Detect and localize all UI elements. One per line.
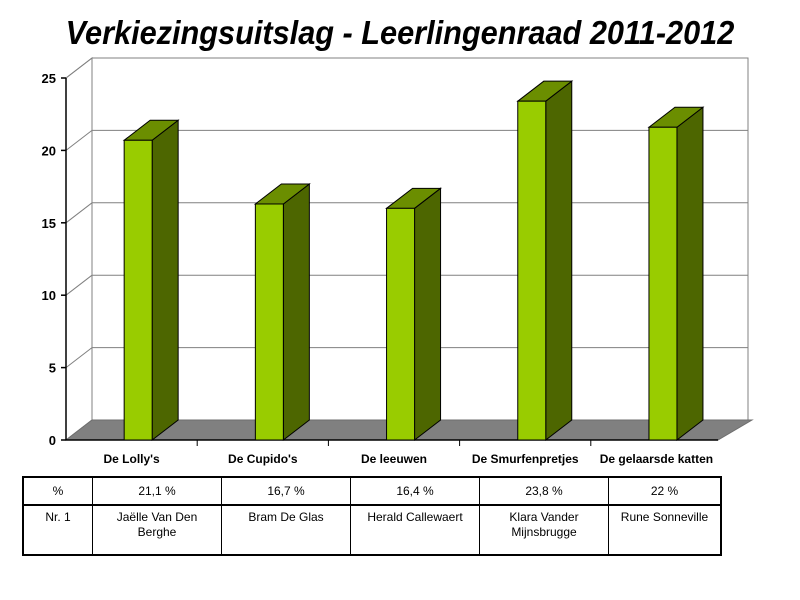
chart-title: Verkiezingsuitslag - Leerlingenraad 2011… [65, 14, 735, 51]
bar-front [648, 126, 678, 441]
y-tick-label: 20 [42, 143, 56, 158]
candidate-cell: Jaëlle Van Den Berghe [92, 504, 222, 556]
y-tick-label: 25 [42, 71, 56, 86]
x-category-label: De Cupido's [228, 452, 298, 466]
candidate-row: Nr. 1 Jaëlle Van Den Berghe Bram De Glas… [22, 504, 722, 556]
x-category-label: De gelaarsde katten [600, 452, 713, 466]
percentage-cell: 22 % [608, 476, 722, 506]
x-category-labels: De Lolly's De Cupido's De leeuwen De Smurfe… [103, 452, 713, 466]
bar [647, 106, 705, 442]
candidate-cell: Bram De Glas [221, 504, 351, 556]
percentage-cell: 23,8 % [479, 476, 609, 506]
x-category-label: De leeuwen [361, 452, 427, 466]
x-category-label: De Lolly's [103, 452, 160, 466]
bars [122, 80, 705, 442]
candidate-cell: Klara Vander Mijnsbrugge [479, 504, 609, 556]
grid-line-side [65, 274, 93, 296]
grid-line-side [65, 202, 93, 224]
percentage-header: % [22, 476, 93, 506]
y-tick-label: 10 [42, 288, 56, 303]
results-table: % 21,1 % 16,7 % 16,4 % 23,8 % 22 % Nr. 1… [22, 476, 722, 556]
bar-front [254, 203, 284, 441]
candidate-cell: Rune Sonneville [608, 504, 722, 556]
bar [122, 119, 180, 442]
bar-side [676, 106, 704, 442]
grid-line-side [65, 347, 93, 368]
bar-front [123, 139, 153, 441]
percentage-row: % 21,1 % 16,7 % 16,4 % 23,8 % 22 % [22, 476, 722, 506]
bar-side [151, 119, 179, 442]
bar-side [282, 182, 310, 442]
bar [385, 187, 443, 442]
grid-line-side [65, 57, 93, 79]
percentage-cell: 21,1 % [92, 476, 222, 506]
bar-chart: 0 5 10 15 20 25 De Lolly's De Cupido's De leeuw… [42, 56, 754, 466]
x-category-label: De Smurfenpretjes [472, 452, 579, 466]
candidate-cell: Herald Callewaert [350, 504, 480, 556]
bar-front [517, 100, 547, 441]
bar-side [414, 187, 442, 442]
bar-side [545, 80, 573, 442]
y-tick-labels: 0 5 10 15 20 25 [42, 71, 56, 448]
y-tick-label: 5 [49, 361, 56, 376]
y-tick-label: 0 [49, 433, 56, 448]
bar [253, 182, 311, 442]
candidate-header: Nr. 1 [22, 504, 93, 556]
side-wall [65, 56, 93, 442]
bar-front [386, 207, 416, 441]
y-tick-label: 15 [42, 216, 56, 231]
grid-line-side [65, 130, 93, 151]
percentage-cell: 16,4 % [350, 476, 480, 506]
percentage-cell: 16,7 % [221, 476, 351, 506]
bar [516, 80, 574, 442]
